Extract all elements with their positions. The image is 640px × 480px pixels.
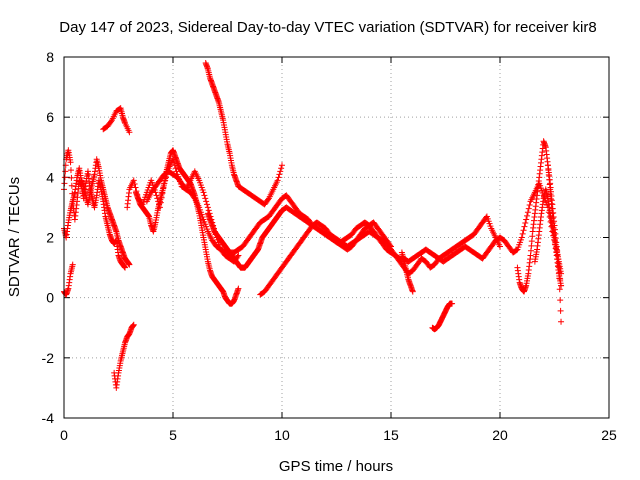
data-point <box>279 162 285 169</box>
data-point <box>519 230 526 237</box>
data-point <box>108 118 115 125</box>
data-point <box>276 171 283 178</box>
data-point <box>204 201 211 208</box>
data-point <box>526 202 533 209</box>
data-point <box>67 167 74 174</box>
data-point <box>278 165 285 172</box>
data-point <box>61 174 68 181</box>
data-point <box>126 261 133 268</box>
data-point <box>523 216 530 223</box>
data-point <box>171 162 178 169</box>
data-point <box>68 182 75 189</box>
data-point <box>203 198 210 205</box>
data-point <box>521 223 528 230</box>
data-point <box>556 286 563 293</box>
data-point <box>518 234 525 241</box>
x-tick-label: 15 <box>383 427 399 443</box>
y-tick-label: 6 <box>46 109 54 125</box>
data-point <box>558 318 565 325</box>
y-tick-label: 0 <box>46 290 54 306</box>
data-point <box>68 174 75 181</box>
data-point <box>449 300 456 307</box>
data-point <box>274 177 281 184</box>
data-point <box>265 196 272 203</box>
y-tick-label: 4 <box>46 169 54 185</box>
data-point <box>557 297 564 304</box>
data-point <box>204 204 211 211</box>
data-point <box>558 270 565 277</box>
data-point <box>126 129 133 136</box>
data-point <box>520 227 527 234</box>
x-tick-label: 0 <box>60 427 68 443</box>
data-point <box>522 220 529 227</box>
data-point <box>558 282 565 289</box>
data-point <box>524 212 531 219</box>
x-tick-label: 20 <box>492 427 508 443</box>
data-point <box>202 195 209 202</box>
data-point <box>200 189 207 196</box>
data-point <box>122 264 129 271</box>
data-point <box>409 288 416 295</box>
data-point <box>235 252 242 259</box>
y-axis-label: SDTVAR / TECUs <box>6 177 23 297</box>
data-point <box>555 264 562 271</box>
data-point <box>275 174 282 181</box>
data-point <box>497 243 503 250</box>
y-tick-label: 8 <box>46 49 54 65</box>
data-point <box>277 168 284 175</box>
data-point <box>556 275 563 282</box>
data-point <box>130 177 137 184</box>
data-point <box>525 205 532 212</box>
x-tick-label: 25 <box>601 427 617 443</box>
data-point <box>116 105 123 112</box>
data-point <box>69 261 76 268</box>
data-points <box>61 60 565 391</box>
y-tick-label: 2 <box>46 230 54 246</box>
data-point <box>130 321 137 328</box>
data-point <box>201 192 208 199</box>
x-tick-label: 5 <box>169 427 177 443</box>
x-tick-label: 10 <box>274 427 290 443</box>
data-point <box>524 209 531 216</box>
data-point <box>557 307 564 314</box>
y-tick-label: -2 <box>42 350 55 366</box>
data-point <box>67 159 74 166</box>
data-point <box>235 285 242 292</box>
y-tick-label: -4 <box>42 410 55 426</box>
chart-title: Day 147 of 2023, Sidereal Day-to-day VTE… <box>59 19 596 36</box>
data-point <box>154 195 161 202</box>
data-point <box>173 168 180 175</box>
data-point <box>62 168 69 175</box>
plot-frame <box>63 56 610 419</box>
data-point <box>131 180 138 187</box>
data-point <box>513 247 520 254</box>
x-axis-label: GPS time / hours <box>279 458 393 475</box>
data-point <box>190 194 197 201</box>
data-point <box>153 192 160 199</box>
